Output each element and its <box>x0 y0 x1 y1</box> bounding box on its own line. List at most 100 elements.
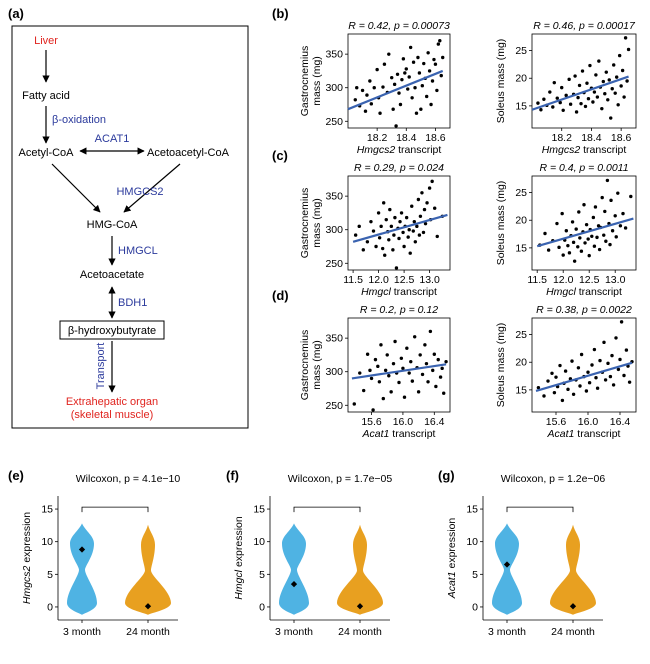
y-tick-label: 300 <box>325 224 343 236</box>
scatter-point <box>412 219 416 224</box>
y-tick-label: 0 <box>47 601 53 613</box>
fit-line <box>347 69 444 111</box>
stat-annotation: R = 0.29, p = 0.024 <box>354 162 444 174</box>
scatter-point <box>564 93 568 98</box>
scatter-point <box>584 222 589 227</box>
scatter-point <box>379 343 383 347</box>
scatter-point <box>383 368 388 373</box>
scatter-point <box>369 102 374 106</box>
scatter-point <box>573 74 577 78</box>
scatter-point <box>614 75 619 79</box>
scatter-point <box>619 320 624 324</box>
stat-annotation: R = 0.46, p = 0.00017 <box>533 20 636 32</box>
scatter-point <box>417 233 422 237</box>
hmg-coa-label: HMG-CoA <box>87 219 138 231</box>
scatter-point <box>626 47 631 52</box>
y-tick-label: 15 <box>515 100 527 112</box>
scatter-point <box>600 195 604 200</box>
y-tick-label: 10 <box>41 536 53 548</box>
scatter-point <box>577 210 581 214</box>
scatter-point <box>407 75 411 79</box>
y-tick-label: 350 <box>325 191 343 203</box>
x-tick-label: 24 month <box>551 626 595 638</box>
scatter-point <box>420 84 425 88</box>
violin-3-month <box>279 523 309 615</box>
arrow-acetoacetylcoa-hmgcoa <box>123 163 181 213</box>
scatter-point <box>613 214 617 218</box>
scatter-point <box>604 70 608 74</box>
y-tick-label: 25 <box>515 329 527 341</box>
scatter-point <box>389 224 394 229</box>
y-tick-label: 15 <box>515 242 527 254</box>
median-point <box>356 603 364 610</box>
scatter-point <box>389 390 393 394</box>
scatter-point <box>616 191 620 195</box>
chart-g: 0 5 10 15 Acat1 expression Wilcoxon, p = 1.2e… <box>446 473 605 638</box>
scatter-point <box>387 52 391 56</box>
fit-line <box>351 363 447 380</box>
scatter-point <box>579 101 583 106</box>
stat-annotation: R = 0.4, p = 0.0011 <box>539 162 628 174</box>
bhb-label: β-hydroxybutyrate <box>68 325 156 337</box>
x-tick-label: 16.4 <box>424 416 445 428</box>
panel-label-f: (f) <box>226 468 239 483</box>
significance-bracket <box>81 506 149 513</box>
scatter-point <box>393 339 397 344</box>
scatter-point <box>592 244 597 248</box>
scatter-point <box>594 73 598 77</box>
scatter-point <box>582 203 586 207</box>
scatter-point <box>601 79 606 84</box>
scatter-point <box>555 96 559 100</box>
scatter-point <box>393 215 397 220</box>
scatter-point <box>426 51 430 55</box>
y-tick-label: 25 <box>515 45 527 57</box>
y-axis-label-line2: mass (mg) <box>311 56 323 106</box>
scatter-point <box>587 380 592 385</box>
scatter-point <box>414 111 419 115</box>
x-tick-label: 12.5 <box>394 274 415 286</box>
scatter-point <box>609 116 613 120</box>
acetyl-coa-label: Acetyl-CoA <box>18 147 74 159</box>
x-tick-label: 15.6 <box>546 416 567 428</box>
scatter-point <box>387 374 391 378</box>
scatter-point <box>379 224 383 229</box>
scatter-point <box>584 389 589 393</box>
scatter-point <box>407 228 411 232</box>
scatter-point <box>410 379 415 383</box>
scatter-point <box>620 68 625 73</box>
scatter-point <box>610 353 614 358</box>
scatter-point <box>619 84 623 88</box>
x-axis-label: Hmgcl transcript <box>361 286 437 298</box>
scatter-point <box>436 42 441 46</box>
chart-c-right: R = 0.4, p = 0.0011 11.5 12.0 12.5 13.0 15 20 2… <box>495 162 637 298</box>
scatter-point <box>408 45 413 50</box>
x-tick-label: 3 month <box>63 626 101 638</box>
acetoacetate-label: Acetoacetate <box>80 269 144 281</box>
scatter-point <box>558 100 562 105</box>
scatter-point <box>433 206 437 210</box>
y-tick-label: 350 <box>325 49 343 61</box>
x-tick-label: 11.5 <box>527 274 547 286</box>
scatter-point <box>616 367 621 372</box>
scatter-point <box>551 105 555 109</box>
scatter-point <box>376 211 381 215</box>
scatter-point <box>361 248 365 252</box>
scatter-point <box>408 251 412 255</box>
y-axis-label: Acat1 expression <box>446 518 458 600</box>
scatter-point <box>560 211 564 216</box>
scatter-point <box>365 240 370 244</box>
plot-frame <box>347 33 451 129</box>
scatter-point <box>427 69 432 73</box>
scatter-point <box>602 340 606 345</box>
scatter-point <box>603 209 607 214</box>
y-axis-label-line1: Gastrocnemius <box>299 46 311 117</box>
y-tick-label: 20 <box>515 357 527 369</box>
scatter-point <box>392 82 397 87</box>
scatter-point <box>431 368 435 373</box>
y-tick-label: 300 <box>325 366 343 378</box>
scatter-point <box>618 357 622 362</box>
violin-3-month <box>492 523 522 615</box>
scatter-point <box>590 363 594 367</box>
scatter-point <box>365 352 370 356</box>
scatter-point <box>363 109 368 113</box>
